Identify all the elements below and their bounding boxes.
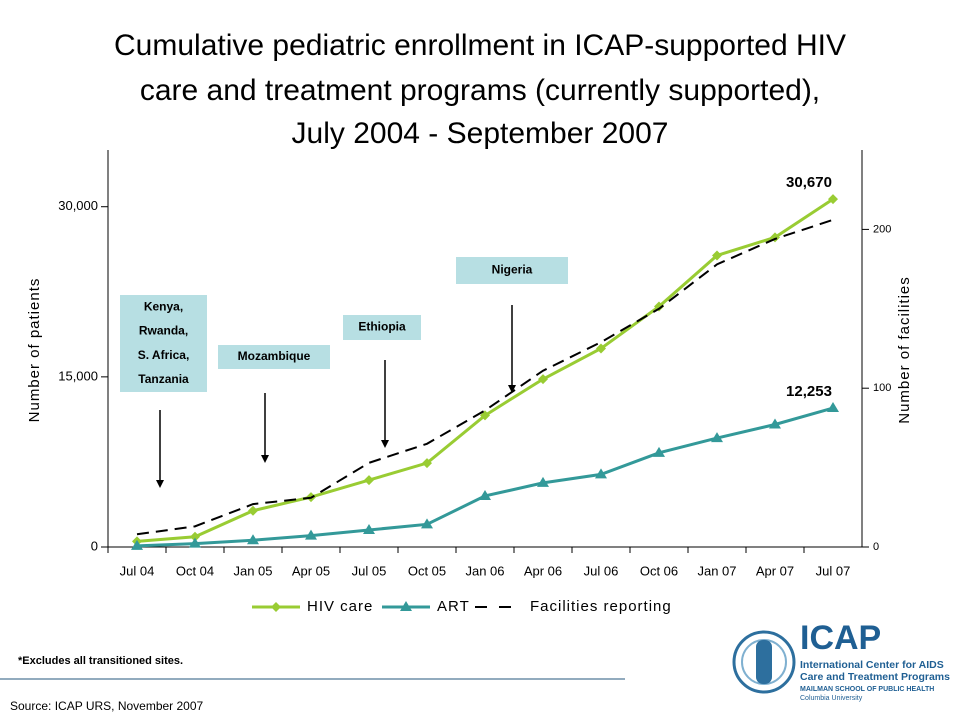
data-point — [422, 458, 432, 469]
title-line: July 2004 - September 2007 — [292, 117, 669, 150]
x-tick-label: Apr 07 — [756, 563, 794, 578]
annotation-text: Nigeria — [492, 263, 533, 277]
logo-figure — [756, 640, 772, 684]
logo-school: MAILMAN SCHOOL OF PUBLIC HEALTH — [800, 686, 934, 693]
x-tick-label: Jan 06 — [465, 563, 504, 578]
value-label: 30,670 — [786, 174, 832, 191]
x-tick-label: Jul 06 — [584, 563, 619, 578]
data-point — [364, 475, 374, 486]
x-tick-label: Jul 04 — [120, 563, 155, 578]
data-point — [827, 402, 839, 413]
data-point — [400, 601, 412, 611]
annotation-box — [343, 315, 421, 340]
x-tick-label: Apr 06 — [524, 563, 562, 578]
arrow-head — [381, 440, 389, 448]
series-line — [136, 218, 834, 536]
data-point — [248, 505, 258, 516]
data-point — [712, 250, 722, 261]
annotation-text: Tanzania — [138, 372, 189, 386]
y-axis-title: Number of patients — [26, 278, 43, 423]
x-tick-label: Jul 07 — [816, 563, 851, 578]
data-point — [247, 534, 259, 545]
data-point — [189, 537, 201, 548]
arrow-head — [508, 385, 516, 393]
annotation-box — [120, 295, 207, 392]
y-tick-label: 30,000 — [58, 198, 98, 213]
logo-university: Columbia University — [800, 695, 863, 702]
legend-label: HIV care — [307, 598, 373, 615]
annotation-box — [218, 345, 330, 369]
x-tick-label: Oct 04 — [176, 563, 214, 578]
x-tick-label: Jan 05 — [233, 563, 272, 578]
title-line: care and treatment programs (currently s… — [140, 74, 820, 107]
data-point — [596, 343, 606, 354]
footnote: *Excludes all transitioned sites. — [18, 655, 183, 667]
annotation-text: Ethiopia — [358, 320, 406, 334]
source: Source: ICAP URS, November 2007 — [10, 699, 204, 713]
x-tick-label: Jul 05 — [352, 563, 387, 578]
annotation-text: S. Africa, — [138, 348, 190, 362]
data-point — [538, 374, 548, 385]
logo-line: Care and Treatment Programs — [800, 671, 950, 683]
x-tick-label: Oct 06 — [640, 563, 678, 578]
arrow-head — [261, 455, 269, 463]
data-point — [595, 468, 607, 479]
data-point — [654, 301, 664, 312]
legend-label: Facilities reporting — [530, 598, 672, 615]
data-point — [131, 539, 143, 550]
annotation-text: Kenya, — [144, 299, 183, 313]
y2-tick-label: 200 — [873, 223, 891, 235]
data-point — [711, 432, 723, 443]
data-point — [421, 518, 433, 529]
x-tick-label: Apr 05 — [292, 563, 330, 578]
data-point — [537, 476, 549, 487]
annotation-text: Rwanda, — [139, 324, 188, 338]
logo-line: International Center for AIDS — [800, 659, 944, 671]
annotation-box — [456, 257, 568, 284]
data-point — [363, 523, 375, 534]
x-tick-label: Jan 07 — [697, 563, 736, 578]
logo-name: ICAP — [800, 619, 881, 657]
annotation-text: Mozambique — [238, 349, 311, 363]
data-point — [769, 418, 781, 429]
y2-axis-title: Number of facilities — [896, 276, 913, 424]
x-tick-label: Oct 05 — [408, 563, 446, 578]
legend-label: ART — [437, 598, 470, 615]
logo-globe — [732, 630, 796, 694]
y2-tick-label: 100 — [873, 382, 891, 394]
y-tick-label: 0 — [91, 538, 98, 553]
data-point — [305, 529, 317, 540]
y-tick-label: 15,000 — [58, 368, 98, 383]
arrow-head — [156, 480, 164, 488]
title-line: Cumulative pediatric enrollment in ICAP-… — [114, 29, 846, 62]
series-line — [136, 406, 834, 548]
value-label: 12,253 — [786, 383, 832, 400]
data-point — [653, 446, 665, 457]
y2-tick-label: 0 — [873, 541, 879, 553]
logo: ICAP International Center for AIDS Care … — [732, 619, 950, 702]
data-point — [271, 602, 281, 612]
data-point — [479, 489, 491, 500]
data-point — [828, 194, 838, 205]
data-point — [190, 531, 200, 542]
